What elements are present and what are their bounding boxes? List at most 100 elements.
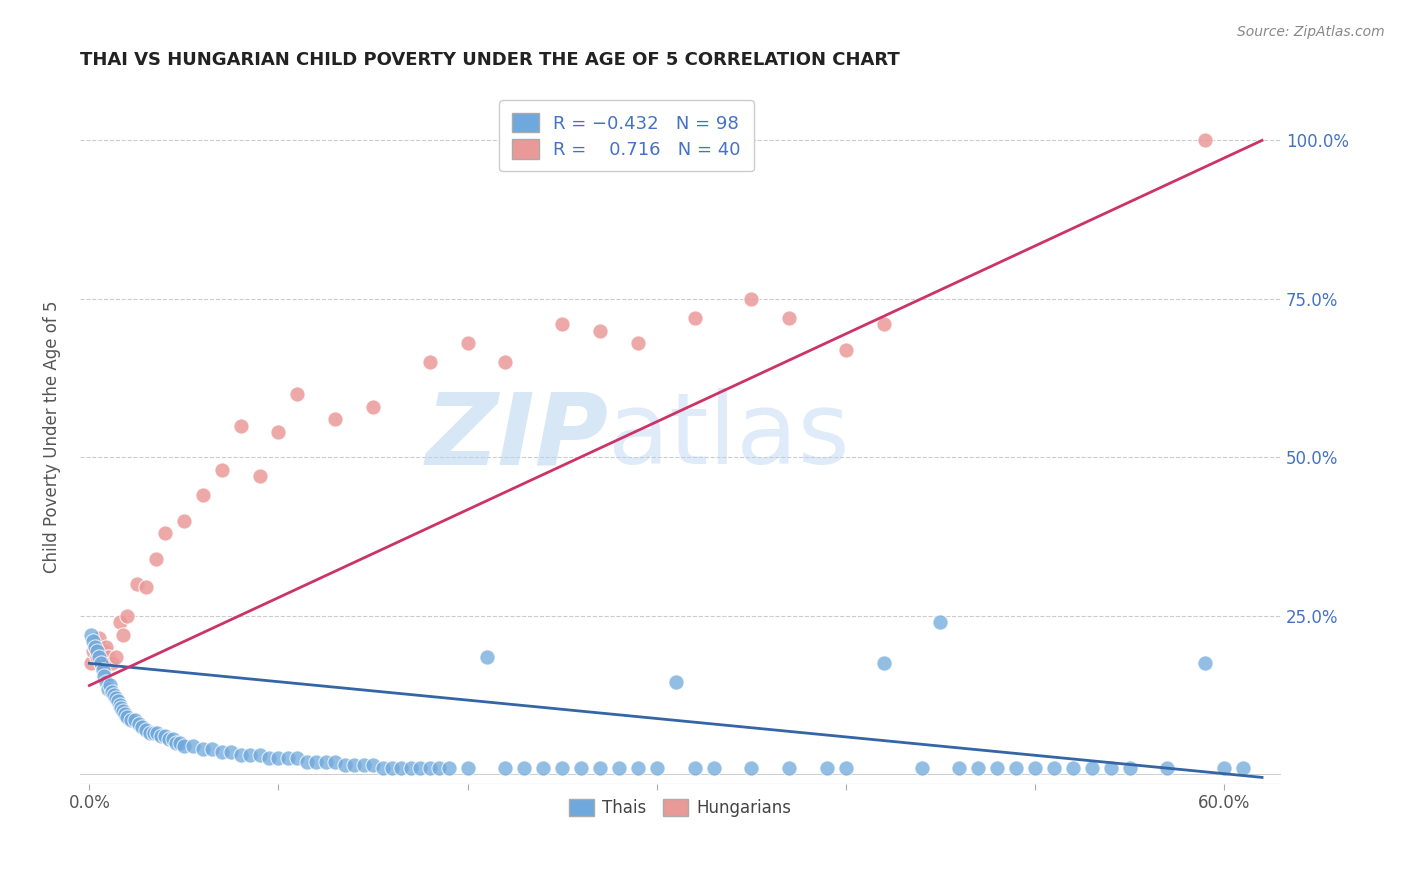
Point bbox=[191, 742, 214, 756]
Point bbox=[873, 317, 896, 331]
Point bbox=[104, 650, 127, 665]
Point bbox=[1062, 761, 1084, 775]
Point bbox=[104, 691, 127, 706]
Point bbox=[125, 577, 148, 591]
Point bbox=[120, 714, 142, 728]
Point bbox=[145, 551, 167, 566]
Point bbox=[257, 751, 280, 765]
Point bbox=[815, 761, 838, 775]
Point bbox=[267, 425, 290, 439]
Point bbox=[740, 761, 762, 775]
Point bbox=[427, 761, 450, 775]
Point bbox=[551, 761, 574, 775]
Point bbox=[391, 761, 413, 775]
Point bbox=[82, 634, 104, 648]
Point bbox=[551, 317, 574, 331]
Point bbox=[103, 688, 125, 702]
Point bbox=[475, 650, 498, 665]
Point bbox=[740, 292, 762, 306]
Point bbox=[191, 488, 214, 502]
Point bbox=[80, 657, 103, 671]
Point bbox=[219, 745, 242, 759]
Point bbox=[835, 343, 858, 357]
Point bbox=[910, 761, 932, 775]
Point bbox=[277, 751, 299, 765]
Point bbox=[419, 761, 441, 775]
Point bbox=[201, 742, 224, 756]
Point bbox=[101, 657, 124, 671]
Point bbox=[1232, 761, 1254, 775]
Point bbox=[948, 761, 970, 775]
Point bbox=[873, 657, 896, 671]
Point bbox=[323, 412, 346, 426]
Y-axis label: Child Poverty Under the Age of 5: Child Poverty Under the Age of 5 bbox=[44, 301, 60, 573]
Point bbox=[287, 387, 309, 401]
Point bbox=[494, 761, 516, 775]
Point bbox=[115, 608, 138, 623]
Point bbox=[645, 761, 668, 775]
Point bbox=[93, 669, 115, 683]
Text: atlas: atlas bbox=[609, 388, 851, 485]
Point bbox=[110, 700, 132, 714]
Point bbox=[157, 732, 180, 747]
Point bbox=[343, 757, 366, 772]
Point bbox=[98, 678, 121, 692]
Point bbox=[183, 739, 205, 753]
Point bbox=[437, 761, 460, 775]
Point bbox=[112, 628, 135, 642]
Point bbox=[249, 469, 271, 483]
Point bbox=[627, 761, 650, 775]
Point bbox=[778, 310, 800, 325]
Point bbox=[702, 761, 724, 775]
Point bbox=[315, 755, 337, 769]
Point bbox=[249, 748, 271, 763]
Point bbox=[929, 615, 952, 629]
Point bbox=[239, 748, 262, 763]
Point bbox=[1194, 657, 1216, 671]
Point bbox=[986, 761, 1008, 775]
Point bbox=[139, 726, 162, 740]
Point bbox=[1081, 761, 1104, 775]
Point bbox=[86, 650, 108, 665]
Point bbox=[165, 735, 187, 749]
Point bbox=[173, 739, 195, 753]
Point bbox=[108, 698, 131, 712]
Point bbox=[97, 650, 120, 665]
Point bbox=[1024, 761, 1046, 775]
Point bbox=[173, 514, 195, 528]
Point bbox=[107, 694, 129, 708]
Point bbox=[353, 757, 375, 772]
Text: ZIP: ZIP bbox=[426, 388, 609, 485]
Point bbox=[115, 710, 138, 724]
Point bbox=[1213, 761, 1236, 775]
Point bbox=[607, 761, 630, 775]
Point bbox=[108, 615, 131, 629]
Point bbox=[589, 761, 612, 775]
Point bbox=[323, 755, 346, 769]
Point bbox=[135, 723, 157, 737]
Point bbox=[169, 735, 191, 749]
Point bbox=[153, 526, 176, 541]
Point bbox=[91, 663, 114, 677]
Point bbox=[211, 745, 233, 759]
Point bbox=[531, 761, 554, 775]
Point bbox=[90, 657, 112, 671]
Point bbox=[361, 400, 384, 414]
Point bbox=[399, 761, 422, 775]
Point bbox=[305, 755, 328, 769]
Point bbox=[627, 336, 650, 351]
Point bbox=[97, 681, 120, 696]
Point bbox=[90, 657, 112, 671]
Point bbox=[361, 757, 384, 772]
Point bbox=[1194, 133, 1216, 147]
Point bbox=[211, 463, 233, 477]
Point bbox=[150, 729, 173, 743]
Point bbox=[569, 761, 592, 775]
Legend: Thais, Hungarians: Thais, Hungarians bbox=[562, 792, 799, 824]
Point bbox=[287, 751, 309, 765]
Point bbox=[146, 726, 169, 740]
Text: Source: ZipAtlas.com: Source: ZipAtlas.com bbox=[1237, 25, 1385, 39]
Point bbox=[229, 418, 252, 433]
Point bbox=[101, 685, 124, 699]
Point bbox=[135, 580, 157, 594]
